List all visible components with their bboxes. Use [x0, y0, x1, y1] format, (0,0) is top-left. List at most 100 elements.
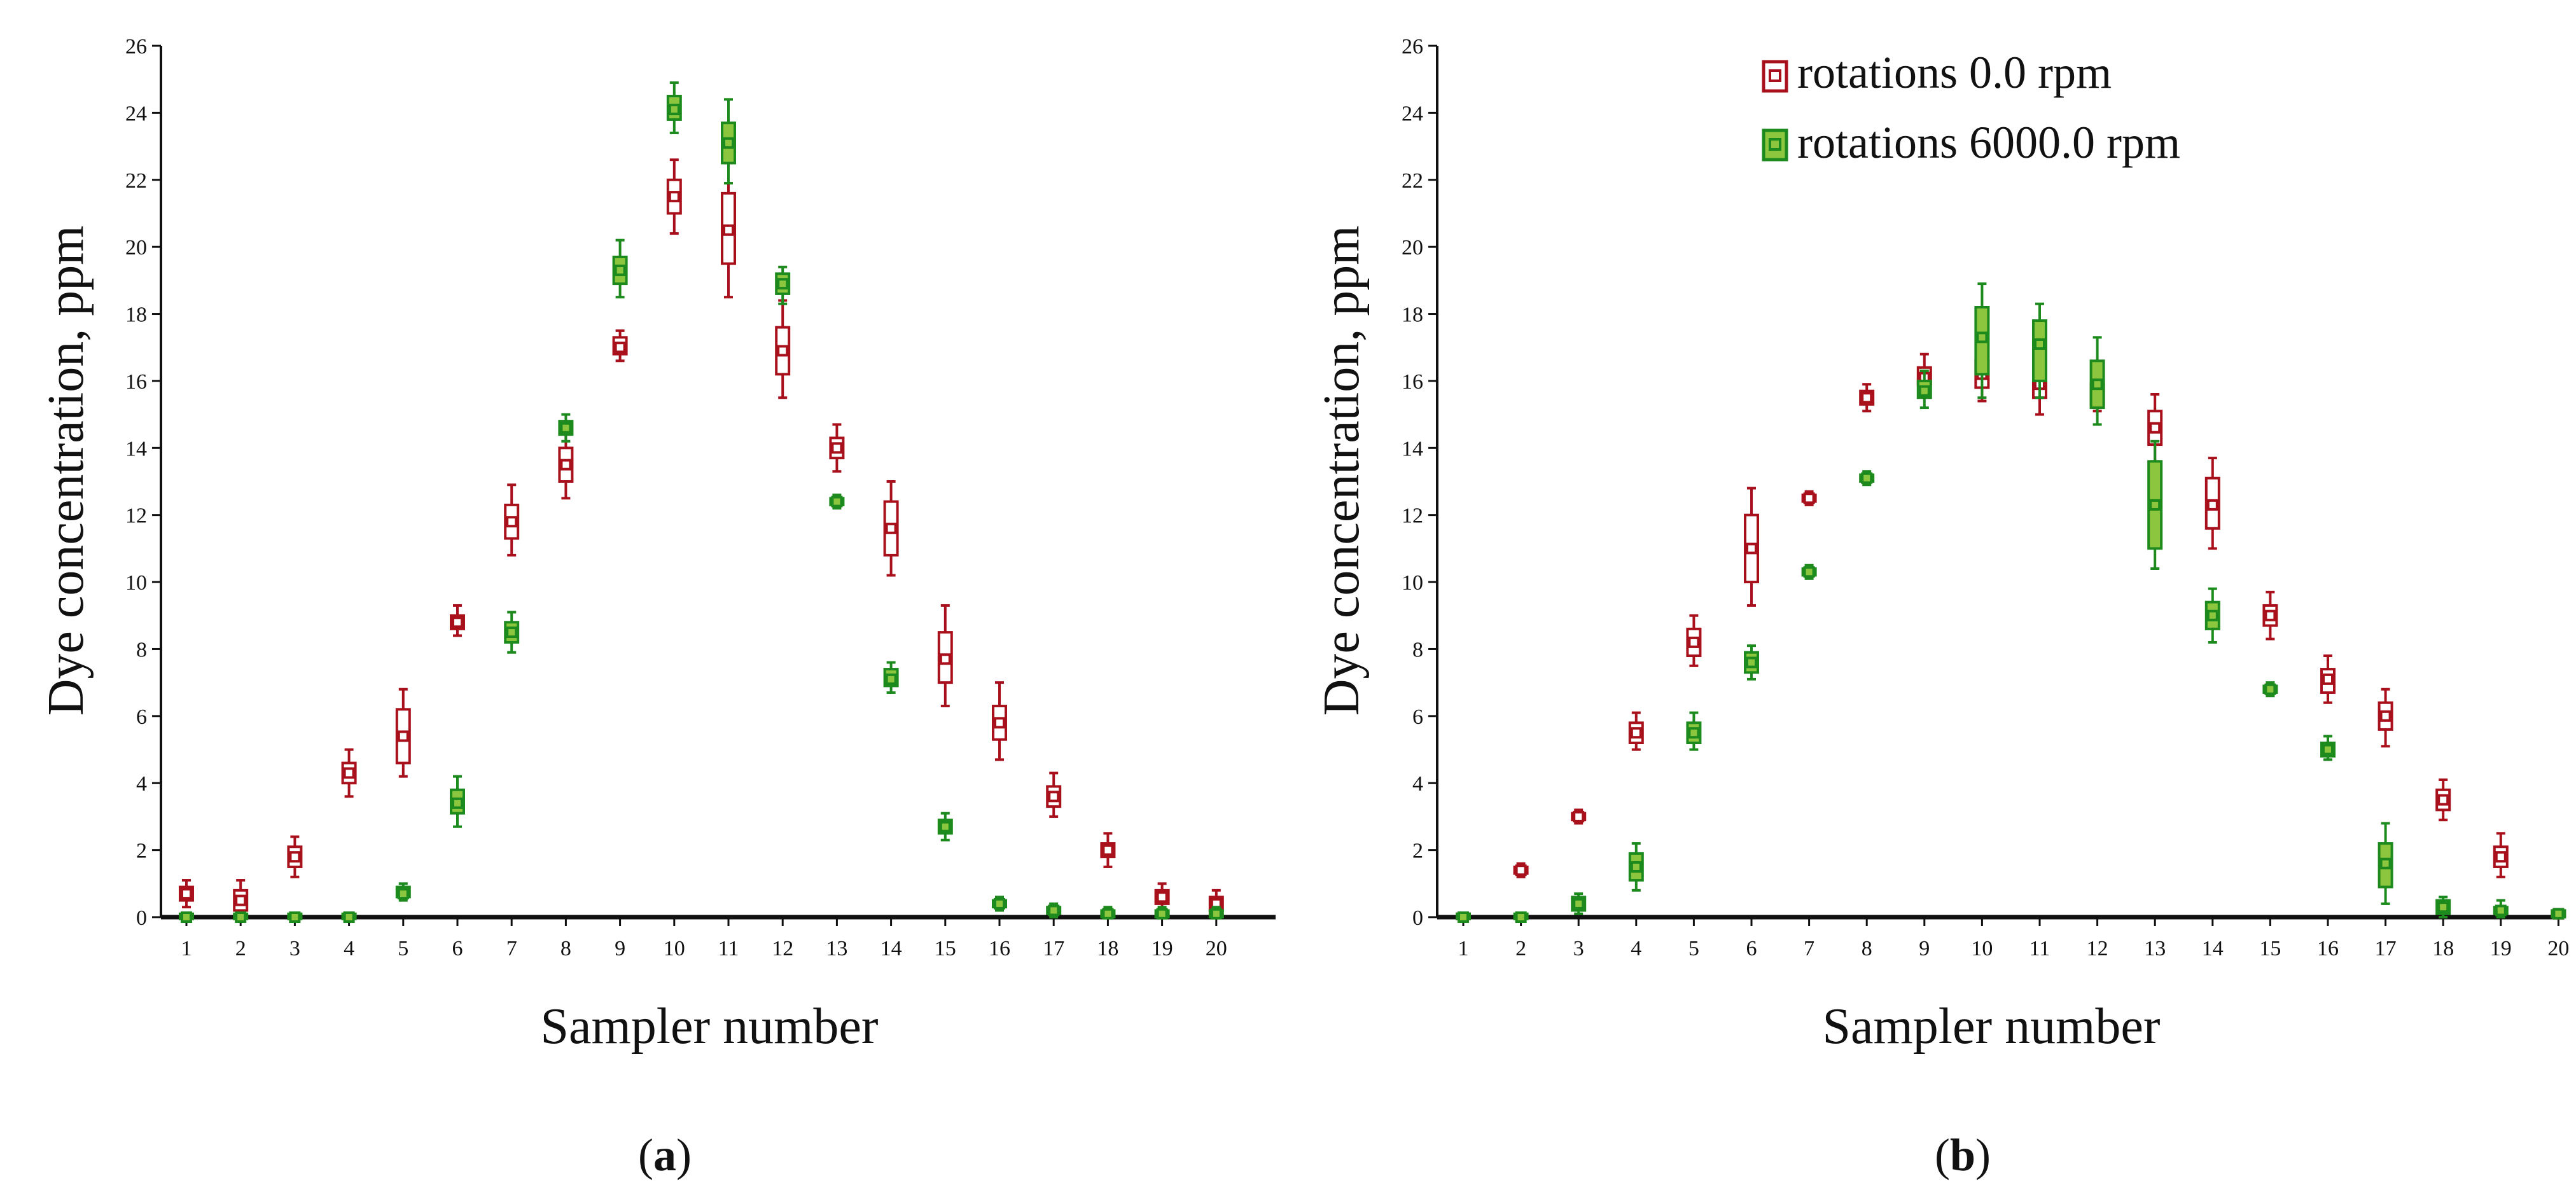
panel-b-x-tick-label: 18	[2432, 937, 2454, 960]
panel-b-x-tick-label: 3	[1573, 937, 1584, 960]
panel-a-box-0rpm-sampler-9	[612, 329, 628, 363]
panel-a-box-0rpm-sampler-5	[395, 688, 411, 778]
panel-b-x-tick-label: 9	[1919, 937, 1930, 960]
median-marker	[994, 717, 1005, 729]
panel-b-y-tick-label: 2	[1412, 840, 1423, 863]
panel-a-x-tick-label: 7	[506, 937, 517, 960]
panel-b-x-tick-label: 16	[2317, 937, 2339, 960]
panel-a-box-6000rpm-sampler-10	[666, 81, 682, 134]
median-marker	[1630, 727, 1642, 739]
panel-b-box-6000rpm-sampler-19	[2493, 899, 2509, 918]
panel-a-box-6000rpm-sampler-9	[612, 239, 628, 299]
panel-b-y-axis-title: Dye concentration, ppm	[1314, 226, 1370, 716]
panel-a-x-tick-label: 4	[344, 937, 354, 960]
panel-a-box-6000rpm-sampler-12	[775, 265, 791, 305]
panel-b-x-tick-label: 17	[2375, 937, 2397, 960]
panel-b-box-0rpm-sampler-16	[2320, 654, 2336, 704]
median-marker	[452, 797, 463, 809]
panel-b-box-0rpm-sampler-18	[2435, 778, 2451, 822]
panel-b-box-6000rpm-sampler-11	[2032, 302, 2047, 399]
median-marker	[994, 897, 1005, 910]
median-marker	[1573, 810, 1585, 822]
median-marker	[2495, 904, 2507, 917]
median-marker	[1573, 897, 1585, 910]
panel-b-y-tick-label: 18	[1402, 303, 1423, 327]
median-marker	[1803, 566, 1815, 578]
median-marker	[397, 730, 409, 742]
panel-a-box-6000rpm-sampler-15	[937, 812, 953, 841]
panel-a-label: (a)	[638, 1130, 692, 1180]
panel-a-box-0rpm-sampler-6	[450, 604, 465, 637]
panel-a-x-tick-label: 18	[1097, 937, 1118, 960]
panel-a-x-tick-label: 6	[452, 937, 463, 960]
panel-a-box-0rpm-sampler-18	[1100, 832, 1116, 868]
panel-b-x-tick-label: 5	[1688, 937, 1699, 960]
panel-a-box-6000rpm-sampler-17	[1046, 902, 1062, 918]
median-marker	[1918, 385, 1930, 397]
median-marker	[506, 626, 518, 639]
panel-b-y-tick-label: 12	[1402, 504, 1423, 528]
median-marker	[885, 522, 897, 534]
panel-b-y-tick-label: 8	[1412, 638, 1423, 661]
panel-b-box-6000rpm-sampler-3	[1571, 892, 1587, 915]
panel-a-box-0rpm-sampler-13	[829, 423, 845, 473]
median-marker	[668, 191, 680, 203]
panel-a-box-6000rpm-sampler-8	[558, 413, 574, 443]
panel-b-x-tick-label: 19	[2490, 937, 2512, 960]
panel-a-y-tick-label: 24	[125, 102, 147, 125]
median-marker	[1861, 472, 1873, 484]
median-marker	[1102, 908, 1114, 920]
panel-a-x-tick-label: 12	[772, 937, 793, 960]
panel-a-y-tick-label: 8	[136, 638, 147, 661]
panel-a-box-0rpm-sampler-16	[992, 681, 1007, 761]
panel-a-y-tick-label: 18	[125, 303, 147, 327]
panel-a-y-axis-title: Dye concentration, ppm	[38, 226, 94, 716]
median-marker	[2149, 422, 2161, 434]
panel-a-y-tick-label: 20	[125, 236, 147, 259]
median-marker	[1458, 911, 1469, 923]
legend-swatch-6000rpm	[1762, 128, 1788, 162]
median-marker	[1515, 864, 1527, 876]
median-marker	[723, 224, 734, 236]
median-marker	[2379, 857, 2392, 869]
panel-b-x-tick-label: 8	[1862, 937, 1872, 960]
panel-b-y-tick-label: 0	[1412, 906, 1423, 930]
panel-b-box-6000rpm-sampler-14	[2204, 587, 2220, 644]
panel-a-x-tick-label: 10	[664, 937, 685, 960]
median-marker	[831, 495, 843, 508]
panel-a-x-tick-label: 17	[1043, 937, 1064, 960]
median-marker	[343, 767, 355, 779]
median-marker	[181, 911, 192, 923]
panel-b-y-tick-label: 4	[1412, 772, 1423, 796]
panel-a-box-6000rpm-sampler-6	[450, 775, 465, 828]
median-marker	[1048, 791, 1060, 803]
panel-b-box-6000rpm-sampler-4	[1628, 842, 1644, 892]
panel-a-box-0rpm-sampler-14	[883, 480, 899, 577]
panel-a-box-0rpm-sampler-15	[937, 604, 953, 708]
panel-b-box-6000rpm-sampler-9	[1916, 370, 1932, 410]
panel-a-box-6000rpm-sampler-11	[721, 98, 736, 185]
panel-a-y-tick-label: 2	[136, 840, 147, 863]
median-marker	[1156, 908, 1168, 920]
panel-b-x-tick-label: 13	[2144, 937, 2166, 960]
panel-a-box-0rpm-sampler-17	[1046, 772, 1062, 818]
panel-b-box-6000rpm-sampler-10	[1974, 282, 1990, 399]
median-marker	[2034, 338, 2045, 350]
panel-b-x-tick-label: 2	[1515, 937, 1526, 960]
median-marker	[397, 888, 409, 900]
panel-a-x-tick-label: 15	[935, 937, 956, 960]
panel-a-axes	[152, 45, 1276, 926]
panel-b-x-tick-label: 7	[1804, 937, 1814, 960]
iqr-box	[2032, 319, 2047, 382]
panel-a-box-6000rpm-sampler-4	[341, 911, 357, 923]
panel-b-label: (b)	[1935, 1130, 1991, 1180]
median-marker	[1976, 331, 1988, 343]
median-marker	[2437, 901, 2449, 913]
panel-a-y-tick-label: 16	[125, 370, 147, 394]
panel-a-x-tick-label: 1	[181, 937, 192, 960]
median-marker	[1048, 904, 1060, 917]
median-marker	[506, 516, 518, 528]
median-marker	[1156, 891, 1168, 903]
